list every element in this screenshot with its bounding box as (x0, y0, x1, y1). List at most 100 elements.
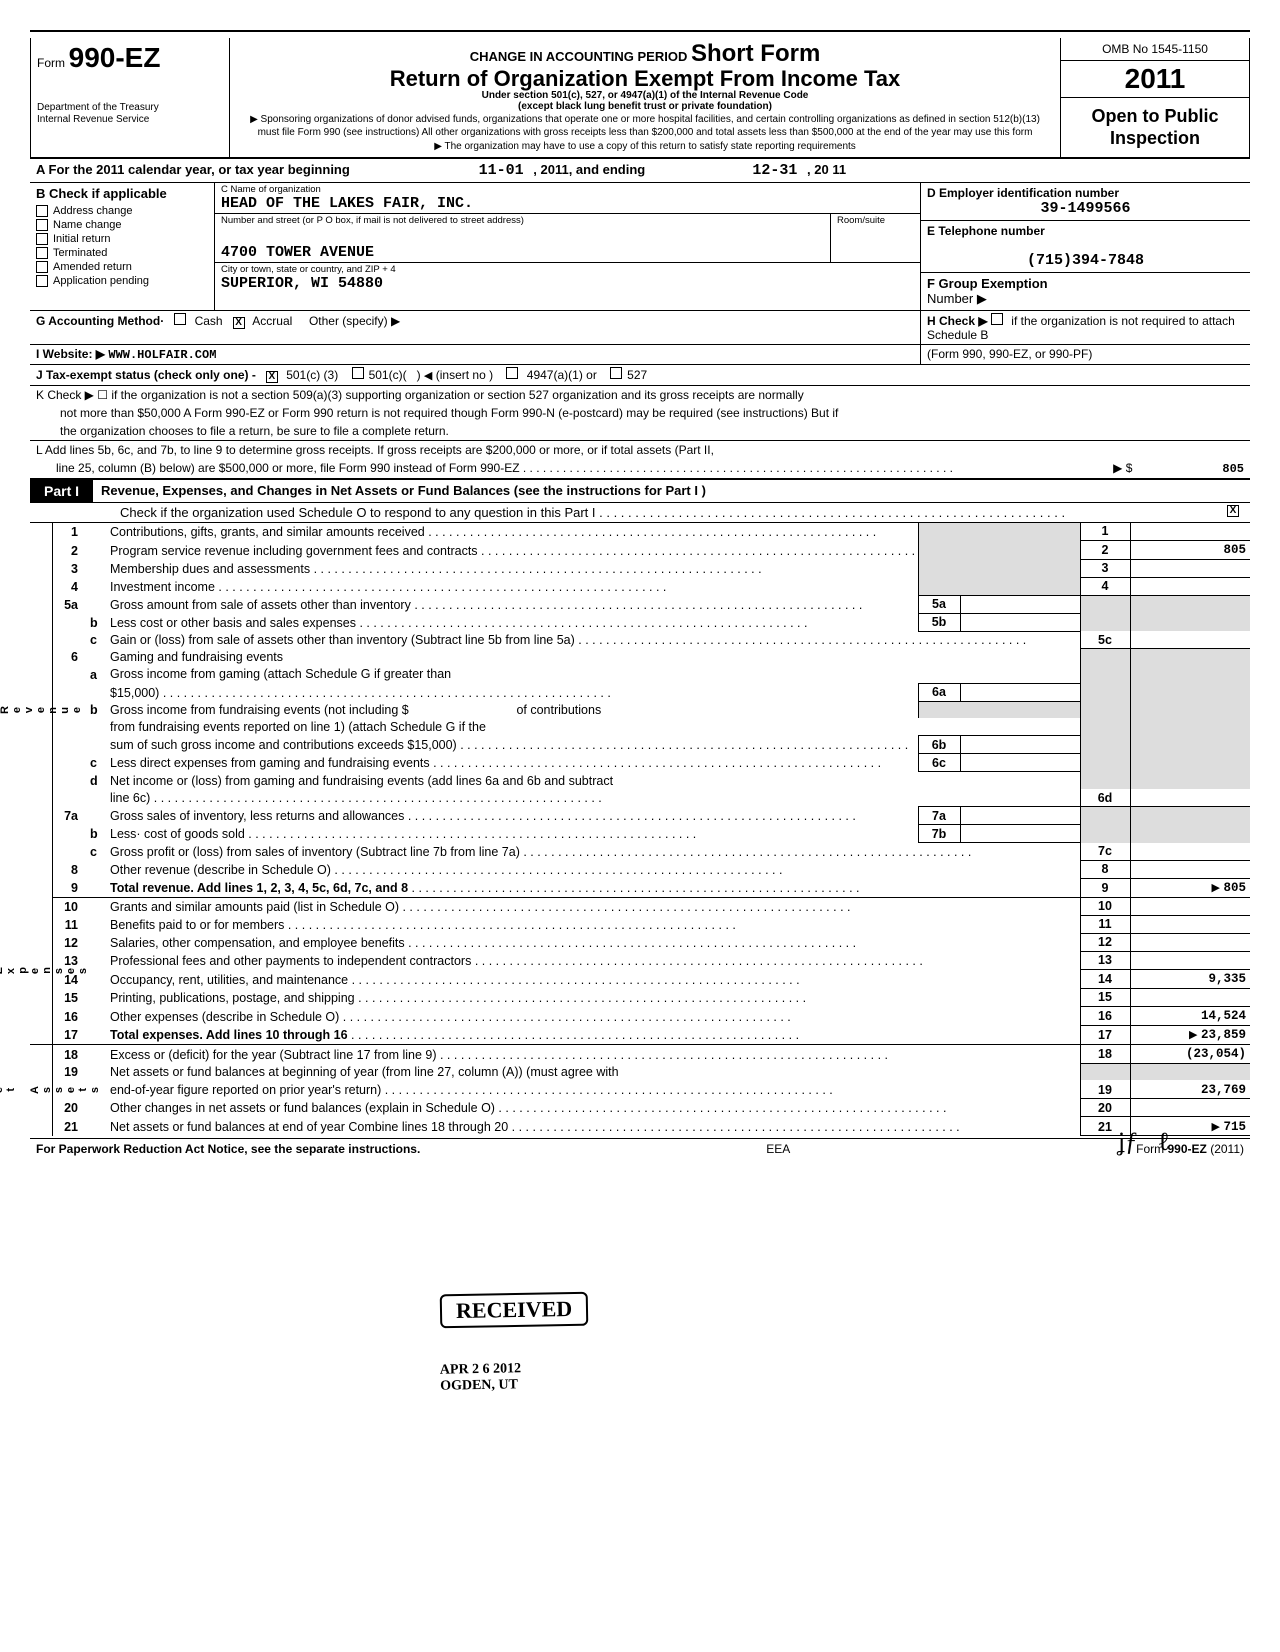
stamp-ogden: OGDEN, UT (440, 1377, 518, 1393)
val-2: 805 (1223, 543, 1246, 557)
form-header: Form 990-EZ Department of the Treasury I… (30, 38, 1250, 159)
line-2: Program service revenue including govern… (110, 544, 478, 558)
f-sub: Number ▶ (927, 291, 987, 306)
form-id-box: Form 990-EZ Department of the Treasury I… (30, 38, 230, 159)
box-18: 18 (1080, 1044, 1130, 1063)
chk-accrual[interactable]: X (233, 317, 245, 329)
line-6c: Less direct expenses from gaming and fun… (110, 756, 430, 770)
chk-527[interactable] (610, 367, 622, 379)
b-item: Application pending (53, 275, 149, 287)
val-9: 805 (1223, 881, 1246, 895)
chk-application-pending[interactable] (36, 275, 48, 287)
phone: (715)394-7848 (927, 252, 1244, 269)
form-title-box: CHANGE IN ACCOUNTING PERIOD Short Form R… (230, 38, 1060, 159)
chk-initial-return[interactable] (36, 233, 48, 245)
b-item: Initial return (53, 233, 110, 245)
part-i-tag: Part I (30, 480, 93, 502)
dept-treasury: Department of the Treasury (37, 102, 223, 114)
line-6a-2: $15,000) (110, 686, 159, 700)
i-label: I Website: ▶ (36, 347, 105, 361)
chk-amended-return[interactable] (36, 261, 48, 273)
val-21: 715 (1223, 1120, 1246, 1134)
box-8: 8 (1080, 860, 1130, 878)
b-label: B Check if applicable (30, 183, 214, 204)
b-item: Terminated (53, 247, 107, 259)
val-19: 23,769 (1201, 1083, 1246, 1097)
line-13: Professional fees and other payments to … (110, 954, 471, 968)
b-item: Address change (53, 205, 133, 217)
line-6d-1: Net income or (loss) from gaming and fun… (106, 772, 1080, 790)
line-9: Total revenue. Add lines 1, 2, 3, 4, 5c,… (110, 881, 408, 895)
box-3: 3 (1080, 559, 1130, 577)
line-1: Contributions, gifts, grants, and simila… (110, 525, 425, 539)
g-label: G Accounting Method· (36, 314, 164, 328)
footer: For Paperwork Reduction Act Notice, see … (30, 1138, 1250, 1159)
j-opt: (insert no ) (436, 368, 493, 382)
line-7c: Gross profit or (loss) from sales of inv… (110, 845, 520, 859)
box-6d: 6d (1080, 789, 1130, 807)
box-6b: 6b (918, 736, 960, 754)
side-netassets: NetAssets (30, 1044, 52, 1136)
row-a-mid: , 2011, and ending (533, 162, 645, 177)
sponsor-text: ▶ Sponsoring organizations of donor advi… (238, 114, 1052, 139)
line-14: Occupancy, rent, utilities, and maintena… (110, 973, 348, 987)
val-16: 14,524 (1201, 1009, 1246, 1023)
handwritten-initials: ʝƒ ℓ (1118, 1127, 1170, 1157)
h-sub: (Form 990, 990-EZ, or 990-PF) (920, 345, 1250, 364)
box-2: 2 (1080, 540, 1130, 559)
f-label: F Group Exemption (927, 276, 1048, 291)
j-label: J Tax-exempt status (check only one) - (36, 368, 256, 382)
box-4: 4 (1080, 577, 1130, 595)
chk-cash[interactable] (174, 313, 186, 325)
d-label: D Employer identification number (927, 186, 1244, 200)
row-a: A For the 2011 calendar year, or tax yea… (30, 159, 1250, 183)
line-6b-1b: of contributions (516, 703, 601, 717)
g-other: Other (specify) ▶ (309, 314, 400, 328)
box-10: 10 (1080, 898, 1130, 916)
row-k-3: the organization chooses to file a retur… (30, 422, 1250, 441)
box-7a: 7a (918, 807, 960, 825)
line-18: Excess or (deficit) for the year (Subtra… (110, 1048, 437, 1062)
line-3: Membership dues and assessments (110, 562, 310, 576)
line-5a: Gross amount from sale of assets other t… (110, 598, 411, 612)
box-5c: 5c (1080, 631, 1130, 649)
chk-501c[interactable] (352, 367, 364, 379)
part-i-header: Part I Revenue, Expenses, and Changes in… (30, 479, 1250, 503)
filing-block: B Check if applicable Address change Nam… (30, 183, 1250, 311)
except-clause: (except black lung benefit trust or priv… (238, 101, 1052, 112)
chk-501c3[interactable]: X (266, 371, 278, 383)
line-7b: Less· cost of goods sold (110, 827, 245, 841)
org-name: HEAD OF THE LAKES FAIR, INC. (215, 195, 920, 213)
box-1: 1 (1080, 523, 1130, 541)
chk-sched-o[interactable]: X (1227, 505, 1239, 517)
line-11: Benefits paid to or for members (110, 918, 284, 932)
line-15: Printing, publications, postage, and shi… (110, 991, 355, 1005)
org-city: SUPERIOR, WI 54880 (215, 275, 920, 293)
box-14: 14 (1080, 969, 1130, 988)
header-right: OMB No 1545-1150 2011 Open to Public Ins… (1060, 38, 1250, 159)
received-stamp: RECEIVED (440, 1292, 589, 1329)
line-4: Investment income (110, 580, 215, 594)
line-6a-1: Gross income from gaming (attach Schedul… (106, 666, 1080, 684)
side-expenses: Expenses (30, 898, 52, 1045)
line-20: Other changes in net assets or fund bala… (110, 1101, 495, 1115)
section-b: B Check if applicable Address change Nam… (30, 183, 215, 310)
change-period: CHANGE IN ACCOUNTING PERIOD (470, 49, 688, 64)
tax-year-begin: 11-01 (473, 162, 530, 180)
chk-terminated[interactable] (36, 247, 48, 259)
chk-address-change[interactable] (36, 205, 48, 217)
line-19-2: end-of-year figure reported on prior yea… (110, 1083, 381, 1097)
chk-h[interactable] (991, 313, 1003, 325)
line-17: Total expenses. Add lines 10 through 16 (110, 1028, 348, 1042)
c-name-label: C Name of organization (215, 183, 920, 195)
line-16: Other expenses (describe in Schedule O) (110, 1010, 339, 1024)
row-a-yr: , 20 11 (807, 162, 846, 177)
e-label: E Telephone number (927, 224, 1244, 238)
line-5c: Gain or (loss) from sale of assets other… (110, 633, 575, 647)
box-5b: 5b (918, 613, 960, 631)
tax-year-end: 12-31 (746, 162, 803, 180)
val-17: 23,859 (1201, 1028, 1246, 1042)
chk-4947[interactable] (506, 367, 518, 379)
chk-name-change[interactable] (36, 219, 48, 231)
j-opt: 501(c) (3) (286, 368, 338, 382)
